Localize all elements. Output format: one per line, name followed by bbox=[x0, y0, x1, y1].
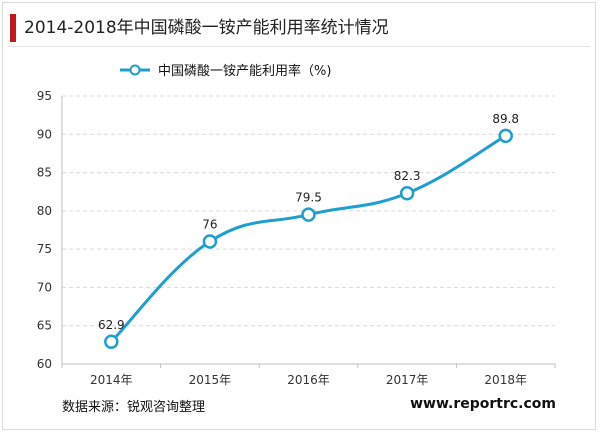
data-point bbox=[104, 334, 119, 350]
y-tick-label: 95 bbox=[37, 89, 52, 103]
x-axis: 2014年 2015年 2016年 2017年 2018年 bbox=[61, 363, 556, 387]
data-label: 89.8 bbox=[492, 112, 519, 126]
data-label: 62.9 bbox=[98, 318, 125, 332]
legend-label: 中国磷酸一铵产能利用率（%) bbox=[158, 63, 331, 79]
x-tick-label: 2014年 bbox=[90, 373, 133, 387]
legend-marker bbox=[129, 64, 141, 76]
legend: 中国磷酸一铵产能利用率（%) bbox=[120, 63, 331, 79]
data-point bbox=[301, 207, 316, 222]
y-tick-label: 65 bbox=[37, 319, 52, 333]
x-tick-label: 2018年 bbox=[484, 373, 527, 387]
y-tick-label: 60 bbox=[37, 357, 52, 371]
y-tick-label: 85 bbox=[37, 166, 52, 180]
data-label: 82.3 bbox=[394, 169, 421, 183]
y-tick-label: 70 bbox=[37, 280, 52, 294]
y-tick-label: 80 bbox=[37, 204, 52, 218]
data-source-note: 数据来源：锐观咨询整理 bbox=[62, 400, 206, 415]
x-tick-label: 2015年 bbox=[189, 373, 232, 387]
data-point bbox=[202, 234, 218, 249]
data-point bbox=[498, 128, 513, 144]
data-point bbox=[399, 185, 415, 201]
y-axis: 60 65 70 75 80 85 90 95 bbox=[37, 89, 63, 371]
title-divider bbox=[8, 46, 590, 47]
series-line bbox=[110, 134, 507, 343]
y-tick-label: 75 bbox=[37, 242, 52, 256]
x-tick-label: 2016年 bbox=[287, 373, 330, 387]
grid-lines bbox=[62, 95, 555, 365]
chart-title: 2014-2018年中国磷酸一铵产能利用率统计情况 bbox=[24, 18, 389, 38]
x-tick-label: 2017年 bbox=[386, 373, 429, 387]
data-label: 79.5 bbox=[295, 191, 322, 205]
title-accent-bar bbox=[10, 14, 16, 42]
data-label: 76 bbox=[202, 217, 217, 231]
series-layer: 62.9 76 79.5 82.3 89.8 bbox=[98, 112, 519, 350]
website-url: www.reportrc.com bbox=[410, 396, 556, 412]
y-tick-label: 90 bbox=[37, 127, 52, 141]
